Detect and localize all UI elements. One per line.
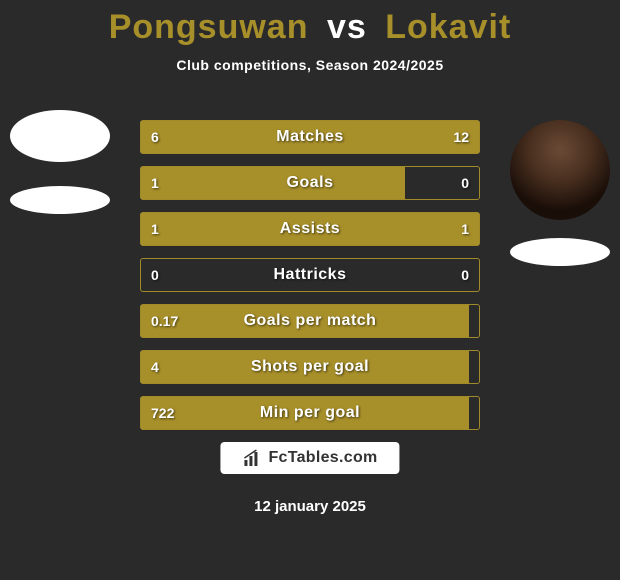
stat-value-right: 0 [451, 259, 479, 291]
stat-label: Matches [141, 121, 479, 153]
stat-row: Hattricks0 0 [140, 258, 480, 292]
stat-value-left: 6 [141, 121, 169, 153]
vs-text: vs [327, 8, 367, 46]
stat-label: Min per goal [141, 397, 479, 429]
page-title: Pongsuwan vs Lokavit [0, 0, 620, 47]
brand-badge: FcTables.com [220, 442, 399, 474]
player2-shadow [510, 238, 610, 266]
player2-avatar-image [510, 120, 610, 220]
stat-value-left: 4 [141, 351, 169, 383]
chart-icon [242, 448, 262, 468]
player1-column [5, 110, 115, 214]
stat-label: Assists [141, 213, 479, 245]
stats-bars: Matches612Goals10Assists11Hattricks00Goa… [140, 120, 480, 442]
player1-shadow [10, 186, 110, 214]
stat-value-left: 722 [141, 397, 184, 429]
stat-row: Shots per goal4 [140, 350, 480, 384]
subtitle: Club competitions, Season 2024/2025 [0, 57, 620, 73]
stat-value-left: 1 [141, 167, 169, 199]
stat-row: Goals1 0 [140, 166, 480, 200]
stat-label: Goals [141, 167, 479, 199]
stat-label: Shots per goal [141, 351, 479, 383]
stat-row: Goals per match0.17 [140, 304, 480, 338]
brand-text: FcTables.com [268, 449, 377, 467]
stat-label: Goals per match [141, 305, 479, 337]
stat-row: Assists1 1 [140, 212, 480, 246]
stat-value-left: 0 [141, 259, 169, 291]
player2-column [505, 120, 615, 266]
stat-value-right: 12 [443, 121, 479, 153]
stat-value-right: 1 [451, 213, 479, 245]
player2-name: Lokavit [385, 8, 511, 46]
player1-name: Pongsuwan [109, 8, 309, 46]
stat-label: Hattricks [141, 259, 479, 291]
player2-avatar [510, 120, 610, 220]
stat-value-left: 0.17 [141, 305, 188, 337]
stat-value-left: 1 [141, 213, 169, 245]
date-text: 12 january 2025 [0, 498, 620, 515]
stat-row: Min per goal722 [140, 396, 480, 430]
stat-value-right: 0 [451, 167, 479, 199]
stat-row: Matches6 12 [140, 120, 480, 154]
player1-avatar-placeholder [10, 110, 110, 162]
